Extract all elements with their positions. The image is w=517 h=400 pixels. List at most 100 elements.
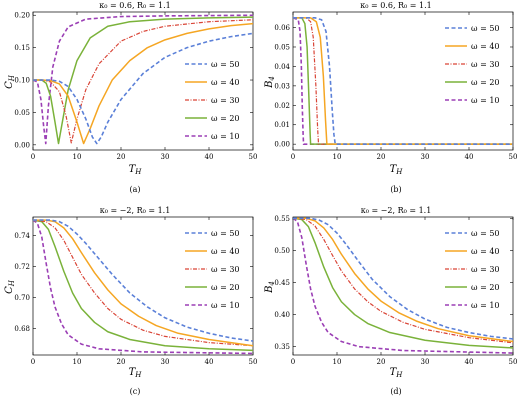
series-line [33,219,253,355]
x-tick-label: 40 [205,358,214,366]
plot-frame [32,216,254,356]
x-tick-label: 40 [465,153,474,161]
caption: (b) [390,185,401,194]
x-tick-label: 50 [249,358,258,366]
x-tick-label: 20 [377,358,386,366]
y-tick-label: 0.02 [274,102,290,110]
panel-d: κ₀ = −2, R₀ = 1.1 TH B4 (d) 0 10 20 30 40 500… [264,206,517,396]
panel-c: κ₀ = −2, R₀ = 1.1 TH CH (c) 0 10 20 30 40 50 0… [4,206,257,396]
x-axis-label: TH [390,367,404,379]
x-axis-label: TH [129,367,143,379]
series-line [33,22,253,145]
panel-title: κ₀ = −2, R₀ = 1.1 [100,206,171,215]
x-tick-label: 10 [333,153,342,161]
y-tick-label: 0.74 [14,232,30,240]
x-tick-label: 20 [117,358,126,366]
legend-label: ω = 50 [471,24,500,33]
y-tick-label: 0.00 [274,141,290,149]
x-tick-label: 30 [421,358,430,366]
y-tick-label: 0.55 [274,215,290,223]
x-tick-label: 50 [509,358,517,366]
y-tick-label: 0.45 [274,279,290,287]
y-tick-label: 0.05 [14,109,30,117]
x-axis-label: TH [390,164,404,176]
y-tick-label: 0.00 [14,141,30,149]
legend-label: ω = 30 [211,265,240,274]
panel-title: κ₀ = −2, R₀ = 1.1 [361,206,432,215]
series-line [33,32,253,145]
series-line [293,17,513,145]
legend-label: ω = 20 [211,114,240,123]
x-tick-label: 40 [465,358,474,366]
legend-label: ω = 10 [211,301,240,310]
series-line [33,14,253,145]
caption: (d) [390,387,401,396]
series-line [293,17,513,145]
series-line [33,219,253,347]
x-tick-label: 0 [291,358,295,366]
plot-frame [292,216,514,356]
y-tick-label: 0.05 [274,43,290,51]
y-tick-label: 0.68 [14,325,30,333]
x-tick-label: 10 [73,153,82,161]
series-line [33,219,253,347]
caption: (a) [129,185,140,194]
panel-b: κ₀ = 0.6, R₀ = 1.1 TH B4 (b) 0 10 20 30 40 50… [264,1,517,194]
y-tick-label: 0.70 [14,294,30,302]
y-tick-label: 0.10 [14,77,30,85]
series-line [293,17,513,145]
panel-a: κ₀ = 0.6, R₀ = 1.1 TH CH (a) 0 10 20 30 40 50… [4,1,257,194]
series-line [293,217,513,344]
panel-title: κ₀ = 0.6, R₀ = 1.1 [360,1,432,10]
x-tick-label: 0 [291,153,295,161]
legend-label: ω = 20 [471,283,500,292]
legend-label: ω = 50 [211,229,240,238]
legend-label: ω = 10 [471,96,500,105]
y-tick-label: 0.50 [274,247,290,255]
x-tick-label: 40 [205,153,214,161]
y-tick-label: 0.03 [274,82,290,90]
legend-label: ω = 40 [211,78,240,87]
x-tick-label: 0 [31,153,35,161]
x-tick-label: 10 [333,358,342,366]
legend-label: ω = 30 [471,60,500,69]
plot-frame [292,11,514,151]
legend-label: ω = 40 [471,42,500,51]
legend-label: ω = 10 [211,132,240,141]
legend-label: ω = 40 [211,247,240,256]
y-tick-label: 0.06 [274,24,290,32]
series-line [33,219,253,342]
series-line [293,217,513,340]
y-tick-label: 0.40 [274,311,290,319]
legend-label: ω = 30 [471,265,500,274]
y-tick-label: 0.04 [274,63,290,71]
y-tick-label: 0.20 [14,12,30,20]
series-line [293,217,513,343]
x-tick-label: 20 [117,153,126,161]
legend-label: ω = 50 [471,229,500,238]
legend-label: ω = 20 [211,283,240,292]
x-tick-label: 20 [377,153,386,161]
x-tick-label: 30 [421,153,430,161]
y-tick-label: 0.01 [274,121,290,129]
series-line [293,17,513,145]
y-tick-label: 0.15 [14,44,30,52]
series-line [293,217,513,354]
y-tick-label: 0.72 [14,263,30,271]
plot-frame [32,11,254,151]
x-tick-label: 10 [73,358,82,366]
legend-label: ω = 20 [471,78,500,87]
x-tick-label: 50 [509,153,517,161]
series-line [293,217,513,349]
x-axis-label: TH [129,164,143,176]
legend-label: ω = 10 [471,301,500,310]
legend-label: ω = 40 [471,247,500,256]
x-tick-label: 30 [161,358,170,366]
caption: (c) [130,387,141,396]
y-axis-label: CH [4,279,16,294]
legend-label: ω = 50 [211,60,240,69]
legend-label: ω = 30 [211,96,240,105]
series-line [33,16,253,145]
x-tick-label: 30 [161,153,170,161]
